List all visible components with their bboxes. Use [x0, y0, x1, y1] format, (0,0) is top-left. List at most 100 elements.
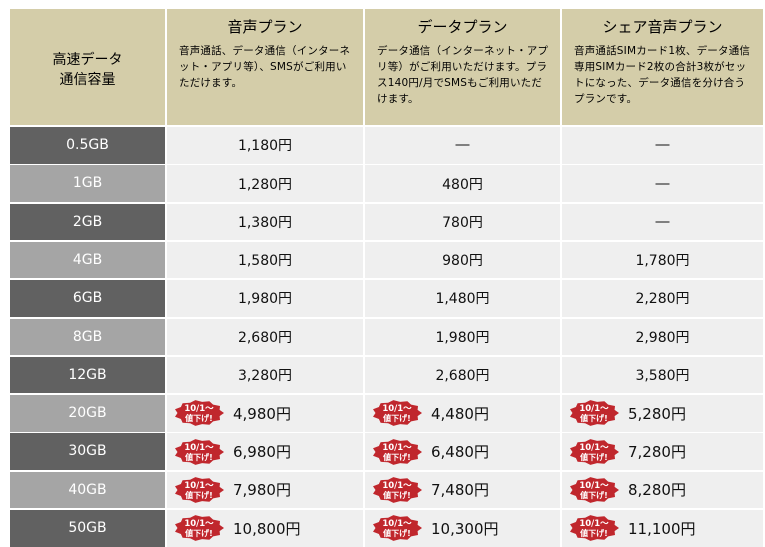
- capacity-cell: 20GB: [10, 395, 165, 432]
- share-price-cell: 2,280円: [562, 280, 763, 317]
- price-value: 1,380円: [167, 204, 363, 241]
- price-down-badge-icon: 10/1～値下げ!: [570, 477, 619, 503]
- badge-date-text: 10/1～: [579, 481, 609, 491]
- price-down-badge-icon: 10/1～値下げ!: [373, 477, 422, 503]
- price-value: 5,280円: [562, 395, 763, 432]
- price-text: 4,480円: [431, 404, 489, 423]
- price-value: 780円: [365, 204, 560, 241]
- price-text: 5,280円: [628, 404, 686, 423]
- price-value: 2,680円: [365, 357, 560, 394]
- badge-label-text: 値下げ!: [579, 413, 608, 423]
- badge-seal-shape: [175, 400, 224, 427]
- data-price-cell: 10/1～ 値下げ! 4,480円: [365, 395, 560, 432]
- share-price-cell: 1,780円: [562, 241, 763, 279]
- badge-label-text: 値下げ!: [184, 413, 213, 423]
- price-text: 1,280円: [237, 176, 293, 193]
- voice-price-cell: 1,980円: [167, 280, 363, 317]
- data-price-cell: 10/1～ 値下げ! 6,480円: [365, 433, 560, 470]
- badge-label-text: 値下げ!: [579, 452, 608, 462]
- price-value: 1,980円: [365, 319, 560, 356]
- badge-date-text: 10/1～: [382, 404, 412, 414]
- plan-description: 音声通話、データ通信（インターネット・アプリ等）、SMSがご利用いただけます。: [179, 45, 351, 89]
- voice-price-cell: 10/1～ 値下げ! 4,980円: [167, 395, 363, 432]
- price-text: 8,280円: [628, 481, 686, 500]
- price-table: 高速データ 通信容量 音声プラン 音声通話、データ通信（インターネット・アプリ等）、…: [10, 9, 765, 547]
- voice-price-cell: 2,680円: [167, 318, 363, 356]
- price-value: 8,280円: [562, 472, 763, 509]
- price-text: 1,980円: [435, 329, 490, 346]
- data-price-cell: 10/1～ 値下げ! 10,300円: [365, 510, 560, 547]
- badge-label-text: 値下げ!: [382, 528, 411, 538]
- price-value: 1,580円: [167, 242, 363, 279]
- badge-seal-shape: [373, 400, 422, 427]
- price-text: 4,980円: [233, 404, 291, 423]
- capacity-cell: 50GB: [10, 510, 165, 547]
- plan-name: データプラン: [417, 18, 508, 36]
- price-text: ―: [655, 137, 670, 154]
- voice-price-cell: 1,380円: [167, 203, 363, 241]
- price-down-badge-icon: 10/1～値下げ!: [570, 515, 619, 542]
- capacity-cell: 40GB: [10, 471, 165, 509]
- price-value: 1,980円: [167, 280, 363, 317]
- data-price-cell: ―: [365, 127, 560, 164]
- voice-price-cell: 3,280円: [167, 356, 363, 394]
- price-value: 4,480円: [365, 395, 560, 432]
- badge-seal-shape: [570, 515, 619, 542]
- price-value: 1,180円: [167, 127, 363, 164]
- price-value: 1,480円: [365, 280, 560, 317]
- price-value: 10,300円: [365, 510, 560, 547]
- price-text: 10,300円: [431, 519, 499, 538]
- price-text: 7,280円: [628, 443, 686, 462]
- data-price-cell: 10/1～ 値下げ! 7,480円: [365, 471, 560, 509]
- price-value: ―: [562, 204, 763, 241]
- share-price-cell: 10/1～ 値下げ! 7,280円: [562, 433, 763, 470]
- price-value: ―: [365, 127, 560, 164]
- plan-header: シェア音声プラン 音声通話SIMカード1枚、データ通信専用SIMカード2枚の合計3…: [562, 9, 763, 125]
- share-price-cell: 10/1～ 値下げ! 11,100円: [562, 510, 763, 547]
- price-value: 2,980円: [562, 319, 763, 356]
- price-text: 7,480円: [431, 481, 489, 500]
- price-value: 980円: [365, 242, 560, 279]
- share-price-cell: 10/1～ 値下げ! 8,280円: [562, 471, 763, 509]
- price-text: 980円: [442, 253, 483, 270]
- share-price-cell: 10/1～ 値下げ! 5,280円: [562, 395, 763, 432]
- price-value: ―: [562, 165, 763, 202]
- price-text: 1,980円: [237, 291, 293, 308]
- badge-seal-shape: [175, 438, 224, 465]
- capacity-cell: 12GB: [10, 356, 165, 394]
- price-value: 2,680円: [167, 319, 363, 356]
- badge-seal-shape: [570, 400, 619, 427]
- badge-label-text: 値下げ!: [382, 452, 411, 462]
- price-text: ―: [655, 175, 670, 192]
- price-down-badge-icon: 10/1～値下げ!: [175, 477, 224, 503]
- plan-name: シェア音声プラン: [602, 18, 723, 36]
- badge-date-text: 10/1～: [382, 519, 412, 529]
- badge-seal-shape: [175, 477, 224, 503]
- badge-date-text: 10/1～: [579, 519, 609, 529]
- capacity-cell: 4GB: [10, 241, 165, 279]
- price-text: 6,480円: [431, 443, 489, 462]
- plan-header: 音声プラン 音声通話、データ通信（インターネット・アプリ等）、SMSがご利用いただ…: [167, 9, 363, 125]
- price-text: 1,380円: [237, 214, 293, 231]
- price-down-badge-icon: 10/1～値下げ!: [175, 400, 224, 427]
- price-text: ―: [455, 137, 470, 154]
- price-value: 1,780円: [562, 242, 763, 279]
- capacity-header-label: 高速データ 通信容量: [52, 52, 123, 88]
- capacity-cell: 6GB: [10, 280, 165, 317]
- price-down-badge-icon: 10/1～値下げ!: [570, 438, 619, 465]
- price-text: 7,980円: [233, 481, 291, 500]
- badge-label-text: 値下げ!: [184, 452, 213, 462]
- badge-label-text: 値下げ!: [579, 528, 608, 538]
- price-value: 7,980円: [167, 472, 363, 509]
- price-value: 3,580円: [562, 357, 763, 394]
- badge-date-text: 10/1～: [579, 404, 609, 414]
- data-price-cell: 1,980円: [365, 318, 560, 356]
- price-text: 2,280円: [635, 291, 690, 308]
- badge-seal-shape: [373, 477, 422, 503]
- price-value: 480円: [365, 165, 560, 202]
- share-price-cell: 3,580円: [562, 356, 763, 394]
- badge-label-text: 値下げ!: [382, 413, 411, 423]
- price-text: 1,580円: [237, 253, 293, 270]
- data-price-cell: 2,680円: [365, 356, 560, 394]
- price-value: 11,100円: [562, 510, 763, 547]
